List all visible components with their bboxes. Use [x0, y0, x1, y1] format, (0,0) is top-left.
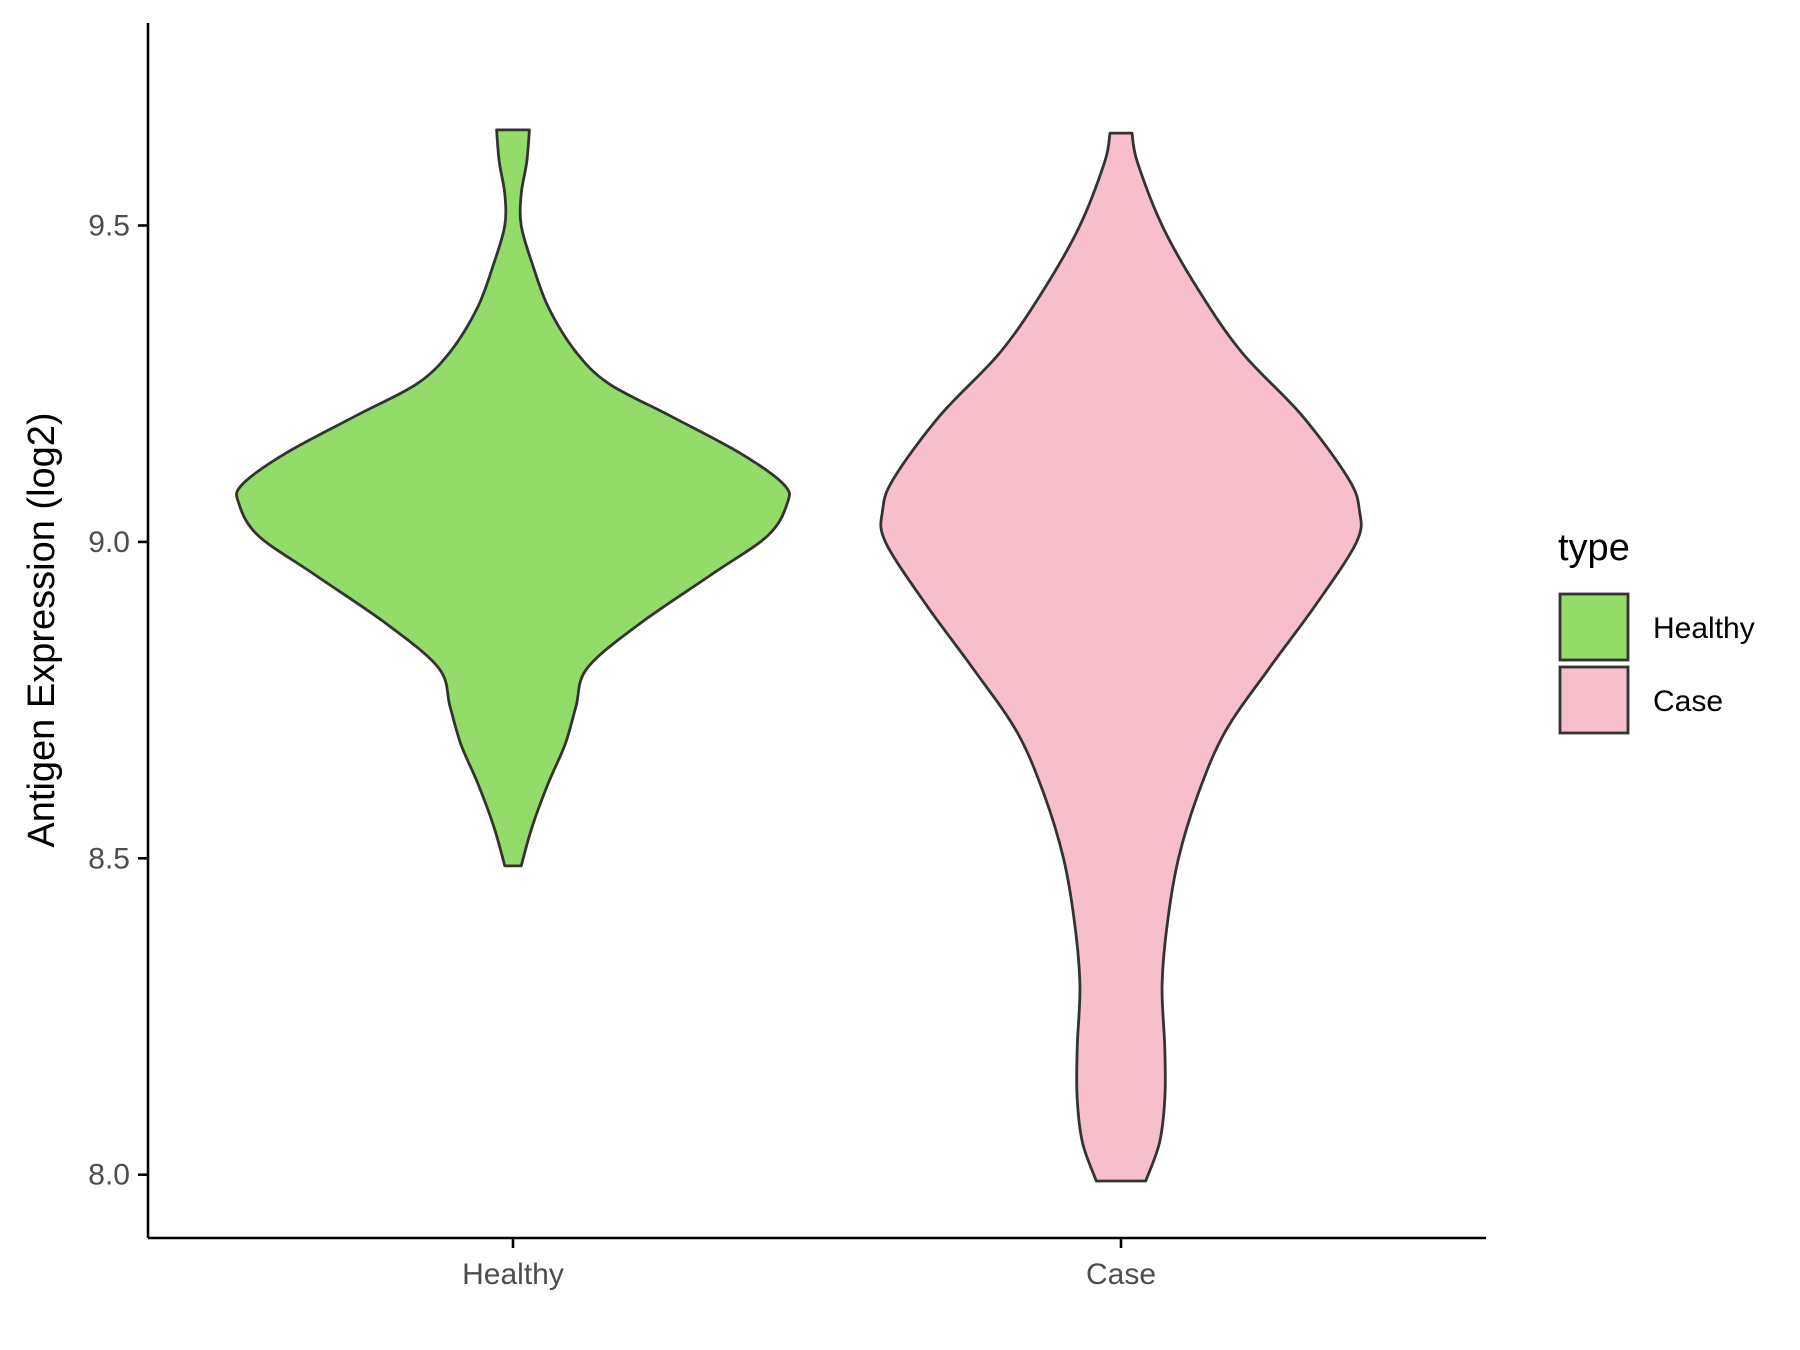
legend-title: type [1558, 527, 1630, 569]
y-tick-label: 9.5 [88, 210, 130, 243]
y-tick-label: 9.0 [88, 526, 130, 559]
violin-case [879, 131, 1363, 1183]
legend-label-case: Case [1653, 685, 1723, 718]
x-axis-ticks: Healthy Case [462, 1238, 1156, 1291]
legend-key-case [1558, 665, 1630, 735]
violin-healthy [235, 128, 791, 868]
x-tick-label: Case [1086, 1258, 1156, 1291]
legend-label-healthy: Healthy [1653, 612, 1755, 645]
legend: type Healthy Case [1558, 527, 1755, 735]
y-tick-label: 8.5 [88, 842, 130, 875]
plot-area [235, 128, 1363, 1183]
y-tick-label: 8.0 [88, 1159, 130, 1192]
legend-key-healthy [1558, 592, 1630, 662]
x-tick-label: Healthy [462, 1258, 564, 1291]
y-axis-ticks: 8.0 8.5 9.0 9.5 [88, 210, 148, 1192]
y-axis-title: Antigen Expression (log2) [21, 412, 63, 847]
